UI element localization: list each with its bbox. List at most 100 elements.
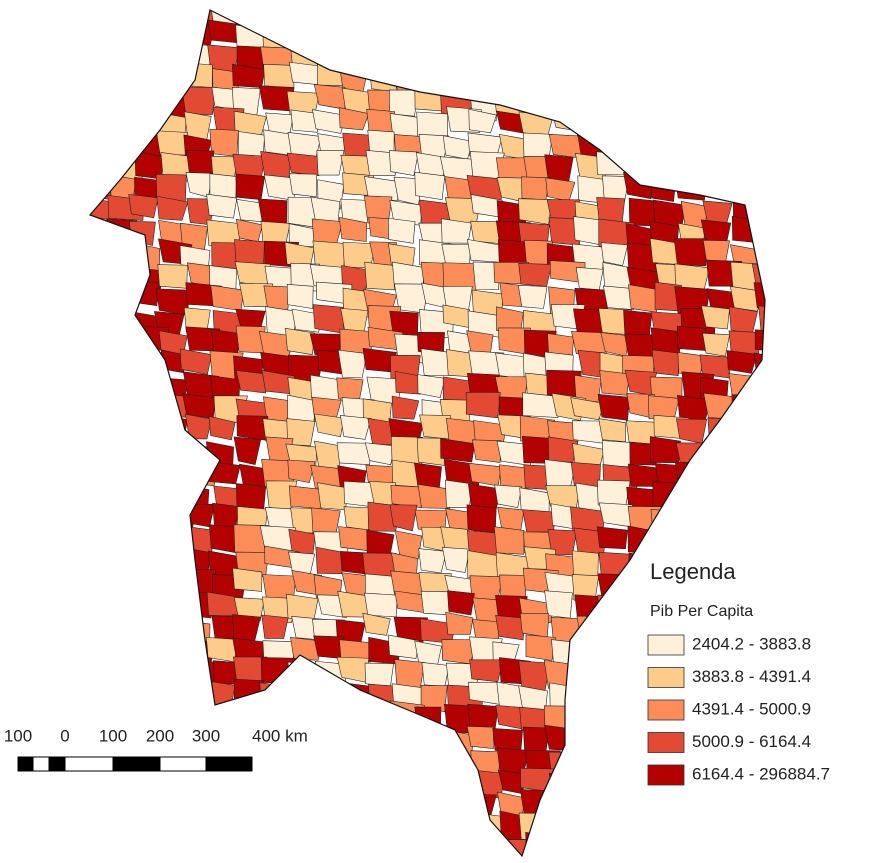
municipality [237,794,272,820]
municipality [729,480,761,507]
municipality [313,84,346,110]
municipality [575,64,611,88]
municipality [233,436,262,465]
municipality [649,436,681,463]
municipality [472,261,500,290]
municipality [518,263,553,287]
municipality [362,612,391,636]
municipality [676,325,707,351]
municipality [647,157,677,187]
municipality [90,590,115,617]
municipality [108,109,137,138]
municipality [134,421,163,451]
municipality [90,369,108,394]
municipality [106,486,136,515]
municipality [90,288,113,318]
scale-segment [17,756,34,772]
municipality [343,853,374,856]
municipality [599,10,633,24]
municipality [311,790,345,820]
municipality [156,195,189,221]
municipality [654,135,688,165]
municipality [551,23,585,53]
municipality [237,836,265,856]
municipality [210,284,245,311]
municipality [416,437,447,466]
scale-label: 200 [146,726,174,745]
municipality [366,18,394,47]
municipality [132,837,169,856]
municipality [599,370,630,396]
municipality [90,505,111,529]
municipality [708,860,738,863]
municipality [181,86,217,115]
municipality [388,217,416,244]
municipality [754,394,765,424]
legend-swatch [647,732,685,753]
municipality [102,129,132,160]
municipality [338,526,371,552]
municipality [312,304,345,334]
municipality [498,10,536,33]
municipality [754,329,765,353]
legend-swatch [647,634,685,656]
legend-label: 5000.9 - 6164.4 [692,732,811,751]
municipality [393,10,428,25]
municipality [134,592,165,617]
municipality [393,46,422,72]
municipality [90,263,112,289]
municipality [338,217,368,242]
municipality [285,327,316,356]
municipality [390,485,423,509]
scale-segment [159,756,207,772]
municipality [468,793,497,817]
municipality [90,612,109,637]
municipality [108,854,139,856]
municipality [183,503,216,528]
municipality [758,62,765,92]
municipality [90,241,107,272]
municipality [179,348,212,375]
municipality [517,61,552,93]
municipality [471,439,502,463]
municipality [547,436,579,463]
municipality [336,793,368,819]
municipality [106,831,138,856]
municipality [600,242,629,266]
municipality [90,486,111,514]
municipality [469,659,504,683]
municipality [104,287,137,316]
municipality [340,746,373,774]
municipality [337,349,368,379]
municipality [212,816,246,840]
municipality [597,61,629,91]
municipality [131,699,168,730]
legend-label: 6164.4 - 296884.7 [692,764,830,783]
municipality [420,685,448,713]
municipality [133,10,170,29]
municipality [625,813,656,842]
municipality [208,838,246,856]
municipality [441,218,472,244]
municipality [518,812,554,843]
municipality [153,529,186,555]
municipality [259,682,292,712]
municipality [283,788,321,814]
municipality [421,816,451,840]
municipality [732,64,761,89]
municipality [209,794,243,823]
municipality [622,592,650,623]
municipality [418,548,448,574]
municipality [131,678,168,707]
municipality [90,814,108,842]
municipality [107,656,142,681]
scale-segment [112,756,161,772]
municipality [603,112,633,143]
municipality [107,88,137,113]
municipality [544,789,574,820]
municipality [154,788,192,819]
municipality [130,281,160,307]
municipality [90,396,115,420]
municipality [415,790,452,819]
municipality [753,859,785,863]
